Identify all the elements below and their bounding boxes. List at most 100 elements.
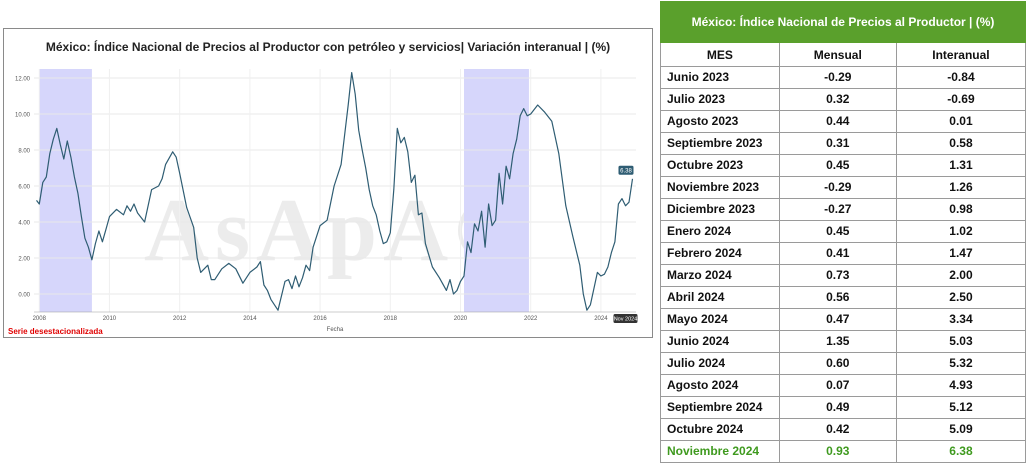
cell-mensual: -0.27 xyxy=(778,198,897,221)
table-row: Febrero 2024 0.41 1.47 xyxy=(660,242,1027,265)
cell-mes: Septiembre 2024 xyxy=(660,396,780,419)
cell-interanual: 1.26 xyxy=(895,176,1027,199)
line-chart: 12.00 10.00 8.00 6.00 4.00 2.00 0.00 2008 2010 20… xyxy=(15,69,638,333)
table-row: Agosto 2023 0.44 0.01 xyxy=(660,110,1027,133)
y-tick-label: 0.00 xyxy=(18,293,30,299)
cell-mes: Septiembre 2023 xyxy=(660,132,780,155)
cell-mes: Diciembre 2023 xyxy=(660,198,780,221)
cell-interanual: 4.93 xyxy=(895,374,1027,397)
column-header-mes: MES xyxy=(660,42,780,67)
cell-interanual: 6.38 xyxy=(895,440,1027,463)
table-row: Junio 2023 -0.29 -0.84 xyxy=(660,66,1027,89)
cell-mensual: 0.49 xyxy=(778,396,897,419)
table-row: Octubre 2024 0.42 5.09 xyxy=(660,418,1027,441)
cell-mensual: -0.29 xyxy=(778,66,897,89)
cell-mensual: 0.93 xyxy=(778,440,897,463)
table-row: Marzo 2024 0.73 2.00 xyxy=(660,264,1027,287)
table-row: Septiembre 2024 0.49 5.12 xyxy=(660,396,1027,419)
cell-interanual: 5.12 xyxy=(895,396,1027,419)
cell-mes: Noviembre 2023 xyxy=(660,176,780,199)
cell-mensual: 0.56 xyxy=(778,286,897,309)
cell-mensual: 0.45 xyxy=(778,154,897,177)
cell-mes: Agosto 2023 xyxy=(660,110,780,133)
ppi-table: México: Índice Nacional de Precios al Pr… xyxy=(660,1,1027,463)
cell-mensual: 0.47 xyxy=(778,308,897,331)
chart-title: México: Índice Nacional de Precios al Pr… xyxy=(45,40,611,54)
cell-mensual: 1.35 xyxy=(778,330,897,353)
cell-mes: Marzo 2024 xyxy=(660,264,780,287)
x-tick-label: 2010 xyxy=(103,316,117,322)
chart-panel: AsApA® 12.00 10.00 8.00 6.00 4.00 2.00 0.00 200… xyxy=(3,28,653,338)
cell-mes: Noviembre 2024 xyxy=(660,440,780,463)
cell-mes: Julio 2024 xyxy=(660,352,780,375)
cell-interanual: 1.47 xyxy=(895,242,1027,265)
cell-interanual: 1.02 xyxy=(895,220,1027,243)
x-tick-label: 2022 xyxy=(524,316,538,322)
shaded-range-0 xyxy=(39,69,92,312)
cell-interanual: 0.98 xyxy=(895,198,1027,221)
cell-mensual: 0.41 xyxy=(778,242,897,265)
cell-mensual: 0.42 xyxy=(778,418,897,441)
series-line xyxy=(36,72,634,311)
x-tick-label: 2016 xyxy=(313,316,327,322)
cell-interanual: -0.84 xyxy=(895,66,1027,89)
cell-interanual: 0.58 xyxy=(895,132,1027,155)
last-value-label: 6.38 xyxy=(620,168,632,174)
cell-interanual: -0.69 xyxy=(895,88,1027,111)
table-row: Diciembre 2023 -0.27 0.98 xyxy=(660,198,1027,221)
cell-mensual: 0.60 xyxy=(778,352,897,375)
cell-mes: Enero 2024 xyxy=(660,220,780,243)
table-row: Septiembre 2023 0.31 0.58 xyxy=(660,132,1027,155)
cell-mensual: -0.29 xyxy=(778,176,897,199)
y-tick-label: 12.00 xyxy=(15,77,31,83)
x-tick-label: 2008 xyxy=(33,316,47,322)
x-tick-label: 2020 xyxy=(454,316,468,322)
last-date-label: Nov 2024 xyxy=(614,317,638,323)
table-row: Enero 2024 0.45 1.02 xyxy=(660,220,1027,243)
cell-mes: Junio 2024 xyxy=(660,330,780,353)
footnote: Serie desestacionalizada xyxy=(8,327,103,336)
table-row: Julio 2023 0.32 -0.69 xyxy=(660,88,1027,111)
cell-mensual: 0.31 xyxy=(778,132,897,155)
cell-mes: Julio 2023 xyxy=(660,88,780,111)
y-tick-label: 10.00 xyxy=(15,113,31,119)
cell-mes: Octubre 2024 xyxy=(660,418,780,441)
table-row: Junio 2024 1.35 5.03 xyxy=(660,330,1027,353)
table-title: México: Índice Nacional de Precios al Pr… xyxy=(660,1,1026,43)
table-body: Junio 2023 -0.29 -0.84 Julio 2023 0.32 -0.69 A… xyxy=(660,66,1027,463)
cell-mes: Agosto 2024 xyxy=(660,374,780,397)
table-row: Agosto 2024 0.07 4.93 xyxy=(660,374,1027,397)
table-row: Abril 2024 0.56 2.50 xyxy=(660,286,1027,309)
cell-mes: Mayo 2024 xyxy=(660,308,780,331)
cell-mes: Febrero 2024 xyxy=(660,242,780,265)
column-header-interanual: Interanual xyxy=(895,42,1027,67)
column-header-mensual: Mensual xyxy=(778,42,897,67)
cell-interanual: 1.31 xyxy=(895,154,1027,177)
table-row: Noviembre 2023 -0.29 1.26 xyxy=(660,176,1027,199)
table-row: Noviembre 2024 0.93 6.38 xyxy=(660,440,1027,463)
y-tick-label: 6.00 xyxy=(18,185,30,191)
cell-mensual: 0.73 xyxy=(778,264,897,287)
cell-interanual: 3.34 xyxy=(895,308,1027,331)
x-tick-label: 2024 xyxy=(594,316,608,322)
cell-mes: Octubre 2023 xyxy=(660,154,780,177)
x-tick-label: 2012 xyxy=(173,316,187,322)
table-row: Julio 2024 0.60 5.32 xyxy=(660,352,1027,375)
table-row: Mayo 2024 0.47 3.34 xyxy=(660,308,1027,331)
cell-interanual: 2.50 xyxy=(895,286,1027,309)
cell-mensual: 0.44 xyxy=(778,110,897,133)
cell-interanual: 5.32 xyxy=(895,352,1027,375)
cell-mensual: 0.32 xyxy=(778,88,897,111)
last-date-badge xyxy=(613,314,638,323)
cell-mensual: 0.07 xyxy=(778,374,897,397)
cell-interanual: 2.00 xyxy=(895,264,1027,287)
cell-interanual: 0.01 xyxy=(895,110,1027,133)
y-tick-label: 4.00 xyxy=(18,221,30,227)
x-axis-label: Fecha xyxy=(327,327,344,333)
y-tick-label: 2.00 xyxy=(18,257,30,263)
cell-interanual: 5.03 xyxy=(895,330,1027,353)
last-value-badge xyxy=(618,165,634,175)
x-tick-label: 2014 xyxy=(243,316,257,322)
x-tick-label: 2018 xyxy=(384,316,398,322)
shaded-range-1 xyxy=(464,69,529,312)
